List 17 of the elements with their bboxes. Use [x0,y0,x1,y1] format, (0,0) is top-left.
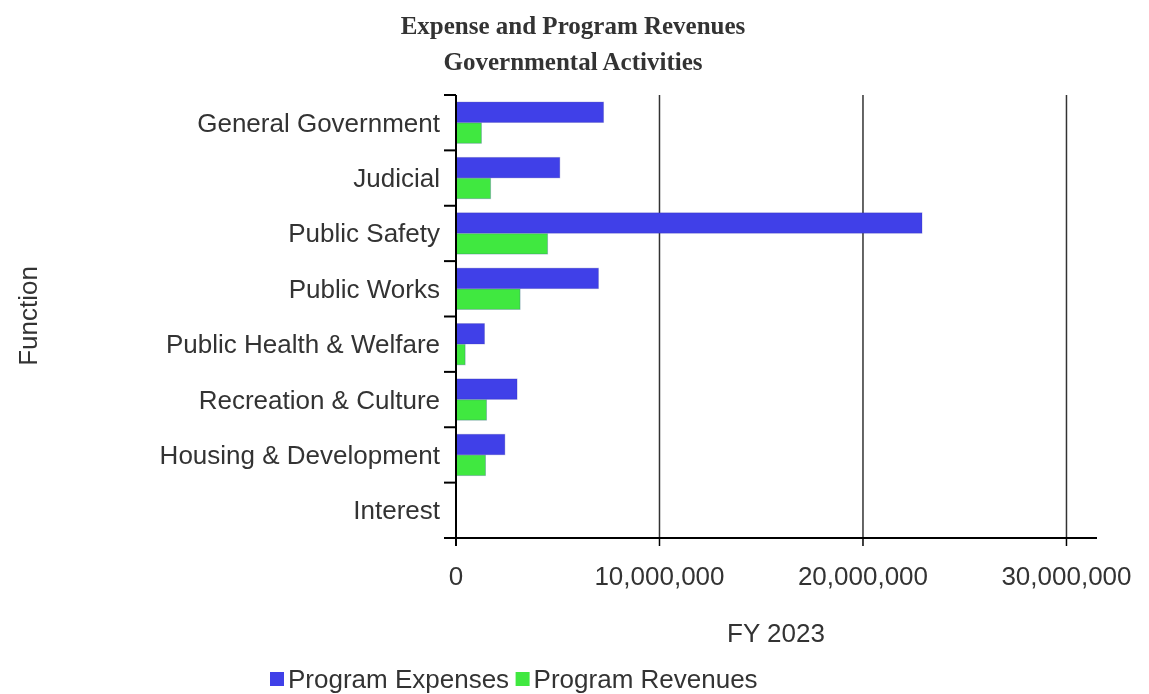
x-tick-label: 0 [448,561,464,591]
y-tick-label: Housing & Development [159,439,441,470]
x-axis-title: FY 2023 [727,618,825,648]
y-axis-title: Function [13,266,43,366]
x-tick-label: 30,000,000 [1001,561,1132,591]
y-tick-label: Recreation & Culture [198,384,440,415]
x-tick-label: 10,000,000 [594,561,725,591]
x-tick-label: 20,000,000 [797,561,929,591]
y-tick-label: Interest [353,495,441,526]
y-tick-label: Public Safety [288,218,440,249]
legend-label: Program Revenues [533,664,758,694]
y-tick-label: Public Health & Welfare [165,329,440,360]
y-tick-label: Public Works [288,273,440,304]
y-tick-label: General Government [197,107,441,138]
y-tick-label: Judicial [353,163,440,194]
legend-label: Program Expenses [288,664,510,694]
chart-title: Expense and Program Revenues Governmental Activities [400,12,746,75]
